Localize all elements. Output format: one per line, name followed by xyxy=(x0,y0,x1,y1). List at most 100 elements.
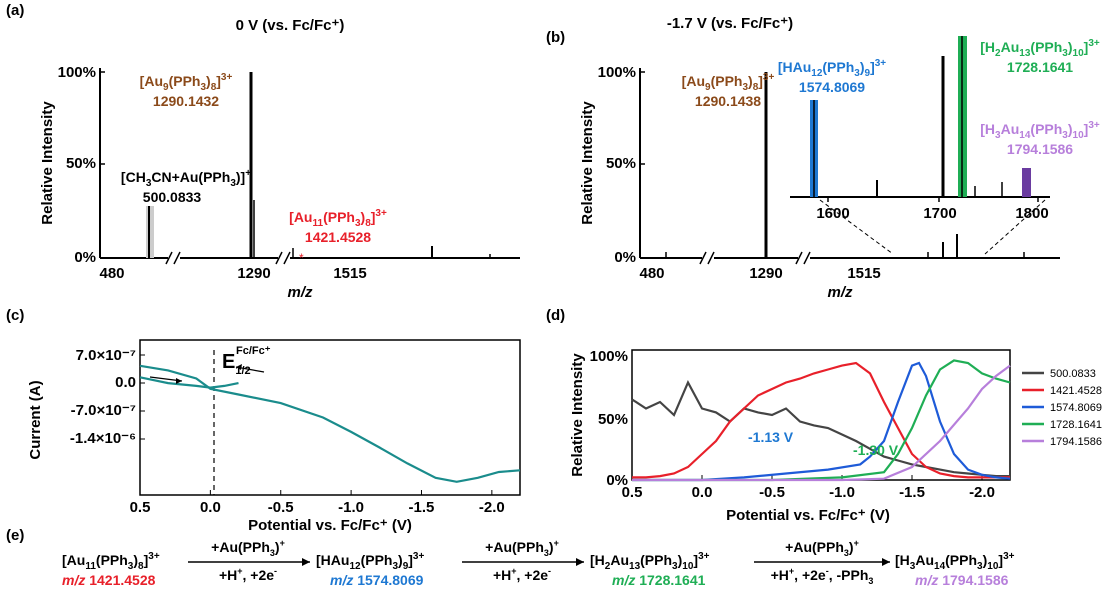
e-mz-au11: m/z 1421.4528 xyxy=(62,572,156,588)
d-ytick-50: 50% xyxy=(598,411,628,428)
c-cv-curve-2 xyxy=(139,376,239,389)
c-cv-curves xyxy=(139,364,521,483)
a-ylabel: Relative Intensity xyxy=(39,101,56,225)
a-ytick-50: 50% xyxy=(66,155,96,172)
e-mz-au14: m/z 1794.1586 xyxy=(915,572,1009,588)
c-xtick-2: -0.5 xyxy=(268,499,294,516)
b-inset-xtick-1800: 1800 xyxy=(1015,205,1048,222)
c-xtick-4: -1.5 xyxy=(409,499,435,516)
b-ann-au9-formula: [Au9(PPh3)8]3+ xyxy=(682,72,775,93)
c-ytick-7e-7: 7.0×10⁻⁷ xyxy=(76,347,136,364)
b-inset: 1600 1700 1800 xyxy=(790,36,1050,255)
d-xtick-3: -1.0 xyxy=(829,484,855,501)
d-frame xyxy=(631,349,1011,481)
b-xtick-1515: 1515 xyxy=(847,265,880,282)
d-legend-label-2: 1574.8069 xyxy=(1050,402,1102,414)
c-xtick-1: 0.0 xyxy=(200,499,221,516)
c-xtick-0: 0.5 xyxy=(130,499,151,516)
d-marker-1: -1.13 V xyxy=(748,429,794,445)
d-xtick-4: -1.5 xyxy=(899,484,925,501)
e-mz-au13: m/z 1728.1641 xyxy=(612,572,706,588)
a-xtick-1515: 1515 xyxy=(333,265,366,282)
c-xtick-5: -2.0 xyxy=(479,499,505,516)
e-arrow-3-bottom: +H+, +2e-, -PPh3 xyxy=(771,566,874,586)
panel-d: (d) 100% 50% 0% 0.5 0.0 -0.5 -1.0 -1.5 -2.0 R… xyxy=(546,307,1102,524)
e-arrow-3: +Au(PPh3)+ +H+, +2e-, -PPh3 xyxy=(754,538,890,586)
panel-a: (a) 0 V (vs. Fc/Fc⁺) 100% 50% 0% 480 129… xyxy=(6,2,520,301)
panel-b: (b) -1.7 V (vs. Fc/Fc⁺) 100% 50% 0% 480 … xyxy=(546,15,1100,301)
b-inset-zoom-line-left xyxy=(819,199,894,255)
d-legend: 500.0833 1421.4528 1574.8069 1728.1641 1794.… xyxy=(1022,368,1102,448)
c-cv-curve-1 xyxy=(139,364,521,483)
panel-e: (e) [Au11(PPh3)8]3+ m/z 1421.4528 +Au(PP… xyxy=(6,527,1015,588)
b-axis-break-2 xyxy=(795,250,811,266)
e-species-au11: [Au11(PPh3)8]3+ xyxy=(62,551,160,572)
b-xtick-480: 480 xyxy=(639,265,664,282)
panel-letter-c: (c) xyxy=(6,307,24,324)
e-arrow-1-top: +Au(PPh3)+ xyxy=(211,538,285,558)
e-arrow-1: +Au(PPh3)+ +H+, +2e- xyxy=(188,538,310,583)
b-inset-peak-1794 xyxy=(1022,168,1031,197)
e-mz-au12: m/z 1574.8069 xyxy=(330,572,424,588)
a-ytick-100: 100% xyxy=(58,64,96,81)
d-series-500.0833 xyxy=(631,379,1010,478)
d-legend-label-4: 1794.1586 xyxy=(1050,436,1102,448)
d-ytick-100: 100% xyxy=(590,348,628,365)
d-marker-2: -1.30 V xyxy=(853,442,899,458)
d-legend-label-3: 1728.1641 xyxy=(1050,419,1102,431)
e-species-au14: [H3Au14(PPh3)10]3+ xyxy=(895,551,1015,572)
b-ann-au9-mz: 1290.1438 xyxy=(695,93,761,109)
d-series-lines xyxy=(631,359,1011,482)
panel-b-title: -1.7 V (vs. Fc/Fc⁺) xyxy=(667,15,793,32)
e-species-au13: [H2Au13(PPh3)10]3+ xyxy=(590,551,710,572)
b-ytick-50: 50% xyxy=(606,155,636,172)
d-xtick-5: -2.0 xyxy=(969,484,995,501)
c-xlabel: Potential vs. Fc/Fc⁺ (V) xyxy=(248,517,412,534)
d-series-1574.8069 xyxy=(632,361,1011,482)
b-ann-au13-mz: 1728.1641 xyxy=(1007,59,1073,75)
d-ylabel: Relative Intensity xyxy=(569,353,586,477)
b-ann-au12-mz: 1574.8069 xyxy=(799,79,865,95)
panel-a-title: 0 V (vs. Fc/Fc⁺) xyxy=(236,17,345,34)
a-axis-break-1 xyxy=(165,250,181,266)
a-xtick-1290: 1290 xyxy=(237,265,270,282)
d-xtick-2: -0.5 xyxy=(759,484,785,501)
a-ytick-0: 0% xyxy=(74,249,96,266)
panel-letter-e: (e) xyxy=(6,527,24,544)
a-ann-au9-formula: [Au9(PPh3)8]3+ xyxy=(140,72,233,93)
c-ytick-0: 0.0 xyxy=(115,374,136,391)
e-species-au12: [HAu12(PPh3)9]3+ xyxy=(316,551,424,572)
c-frame xyxy=(139,339,521,496)
a-xtick-480: 480 xyxy=(99,265,124,282)
a-ann-au9-mz: 1290.1432 xyxy=(153,93,219,109)
d-xtick-1: 0.0 xyxy=(692,484,713,501)
b-ylabel: Relative Intensity xyxy=(579,101,596,225)
b-inset-xtick-1600: 1600 xyxy=(816,205,849,222)
a-xlabel: m/z xyxy=(287,284,313,301)
d-xtick-0: 0.5 xyxy=(622,484,643,501)
panel-c: (c) 7.0×10⁻⁷ 0.0 -7.0×10⁻⁷ -1.4×10⁻⁶ 0.5… xyxy=(6,307,521,534)
d-series-1421.4528 xyxy=(632,361,1010,479)
d-series-1728.1641 xyxy=(632,359,1011,482)
d-series-1794.1586 xyxy=(632,364,1011,482)
b-axis-break-1 xyxy=(699,250,715,266)
a-ann-ch3cn-formula: [CH3CN+Au(PPh3)]+ xyxy=(121,168,251,189)
b-inset-xtick-1700: 1700 xyxy=(923,205,956,222)
e-arrow-1-bottom: +H+, +2e- xyxy=(219,566,277,583)
c-scan-arrows xyxy=(149,364,265,384)
c-xticks: 0.5 0.0 -0.5 -1.0 -1.5 -2.0 xyxy=(130,490,505,516)
c-ytick-m1.4e-6: -1.4×10⁻⁶ xyxy=(70,430,136,447)
d-xticks: 0.5 0.0 -0.5 -1.0 -1.5 -2.0 xyxy=(622,475,995,501)
d-legend-label-0: 500.0833 xyxy=(1050,368,1096,380)
panel-letter-a: (a) xyxy=(6,2,24,19)
b-ann-au14-mz: 1794.1586 xyxy=(1007,141,1073,157)
c-xtick-3: -1.0 xyxy=(338,499,364,516)
b-ann-au14-formula: [H3Au14(PPh3)10]3+ xyxy=(980,120,1100,141)
e-arrow-3-top: +Au(PPh3)+ xyxy=(785,538,859,558)
e-arrow-2-bottom: +H+, +2e- xyxy=(493,566,551,583)
d-xlabel: Potential vs. Fc/Fc⁺ (V) xyxy=(726,507,890,524)
c-ylabel: Current (A) xyxy=(27,380,44,459)
c-ytick-m7e-7: -7.0×10⁻⁷ xyxy=(71,402,136,419)
e-arrow-2-top: +Au(PPh3)+ xyxy=(485,538,559,558)
a-ann-au11-formula: [Au11(PPh3)8]3+ xyxy=(289,208,387,229)
